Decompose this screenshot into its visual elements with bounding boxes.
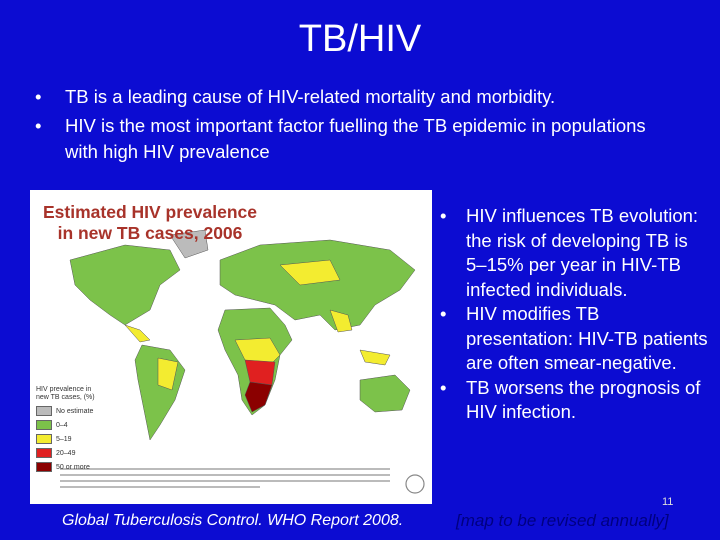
bullet: HIV influences TB evolution: the risk of… xyxy=(440,204,711,302)
region xyxy=(329,309,353,333)
legend-title: HIV prevalence in new TB cases, (%) xyxy=(36,386,95,401)
legend-item: 5–19 xyxy=(36,434,72,444)
continent xyxy=(359,374,411,413)
page-number: 11 xyxy=(662,496,674,508)
footer-note: [map to be revised annually] xyxy=(456,511,669,530)
bullet: TB worsens the prognosis of HIV infectio… xyxy=(440,376,711,425)
disclaimer-line xyxy=(60,486,260,488)
disclaimer-line xyxy=(60,480,390,482)
slide-title: TB/HIV xyxy=(298,18,422,60)
disclaimer-line xyxy=(60,474,390,476)
legend-label: 20–49 xyxy=(56,449,76,457)
legend-label: 0–4 xyxy=(56,421,68,429)
disclaimer-line xyxy=(60,468,390,470)
legend-label: No estimate xyxy=(56,407,94,415)
region xyxy=(244,381,273,413)
continent xyxy=(124,324,151,343)
region xyxy=(157,357,179,391)
map-title: Estimated HIV prevalence in new TB cases… xyxy=(43,202,257,243)
map-figure: Estimated HIV prevalence in new TB cases… xyxy=(30,190,432,504)
bullet: HIV is the most important factor fuellin… xyxy=(35,113,665,165)
bullet-list: TB is a leading cause of HIV-related mor… xyxy=(35,84,665,168)
bullet: HIV modifies TB presentation: HIV-TB pat… xyxy=(440,302,711,376)
continent xyxy=(69,244,181,326)
source-citation: Global Tuberculosis Control. WHO Report … xyxy=(62,512,404,529)
who-logo xyxy=(405,474,425,494)
side-bullet-list: HIV influences TB evolution: the risk of… xyxy=(440,204,711,425)
islands xyxy=(359,349,391,366)
bullet: TB is a leading cause of HIV-related mor… xyxy=(35,84,665,110)
legend-item: No estimate xyxy=(36,406,94,416)
world-map xyxy=(30,190,432,504)
legend-item: 50 or more xyxy=(36,462,90,472)
region xyxy=(234,337,281,366)
legend-item: 0–4 xyxy=(36,420,68,430)
legend-label: 50 or more xyxy=(56,463,90,471)
greenland xyxy=(169,229,209,259)
region xyxy=(279,259,341,286)
legend-item: 20–49 xyxy=(36,448,76,458)
legend-label: 5–19 xyxy=(56,435,72,443)
